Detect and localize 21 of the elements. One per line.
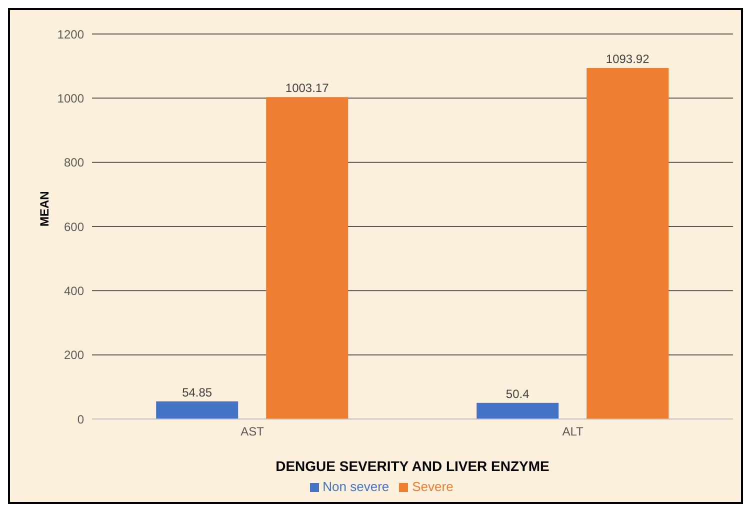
data-label: 1093.92 — [606, 52, 650, 66]
y-tick-label: 1000 — [57, 91, 84, 106]
x-tick-label: AST — [240, 424, 265, 439]
y-tick-label: 0 — [77, 412, 84, 426]
y-tick-label: 600 — [64, 220, 84, 234]
y-axis-title: MEAN — [37, 191, 52, 226]
bar — [156, 401, 238, 419]
bar — [586, 68, 669, 419]
y-tick-label: 1200 — [57, 27, 84, 42]
data-label: 1003.17 — [285, 81, 330, 96]
legend-label: Non severe — [322, 479, 390, 494]
x-axis-title: DENGUE SEVERITY AND LIVER ENZYME — [276, 458, 550, 474]
x-tick-label: ALT — [562, 424, 584, 439]
data-label: 50.4 — [506, 386, 530, 401]
legend-label: Severe — [412, 479, 454, 494]
bar — [476, 402, 559, 419]
data-label: 54.85 — [182, 385, 212, 400]
y-tick-label: 200 — [64, 348, 84, 362]
y-tick-label: 800 — [64, 156, 84, 170]
bar — [266, 97, 348, 419]
y-tick-label: 400 — [64, 284, 84, 298]
